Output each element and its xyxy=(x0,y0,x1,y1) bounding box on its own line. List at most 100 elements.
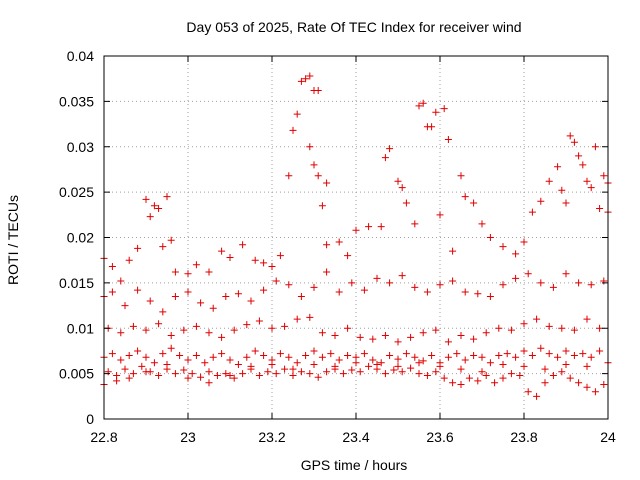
data-point xyxy=(276,252,284,260)
data-point xyxy=(260,351,268,359)
data-point xyxy=(478,220,486,228)
data-point xyxy=(470,199,478,207)
data-point xyxy=(570,138,578,146)
data-point xyxy=(356,368,364,376)
data-point xyxy=(575,279,583,287)
data-point xyxy=(465,374,473,382)
data-point xyxy=(129,370,137,378)
data-point xyxy=(327,350,335,358)
y-tick-label: 0.01 xyxy=(67,320,94,336)
data-point xyxy=(520,320,528,328)
data-point xyxy=(314,172,322,180)
data-point xyxy=(209,353,217,361)
data-point xyxy=(432,368,440,376)
data-point xyxy=(386,351,394,359)
data-point xyxy=(419,99,427,107)
data-point xyxy=(222,370,230,378)
data-point xyxy=(499,374,507,382)
data-point xyxy=(600,277,608,285)
y-tick-label: 0.015 xyxy=(59,275,94,291)
data-point xyxy=(545,322,553,330)
data-point xyxy=(260,286,268,294)
data-point xyxy=(365,362,373,370)
data-point xyxy=(323,241,331,249)
y-tick-label: 0.02 xyxy=(67,230,94,246)
data-point xyxy=(583,383,591,391)
data-point xyxy=(436,281,444,289)
y-tick-label: 0.03 xyxy=(67,139,94,155)
data-point xyxy=(121,365,129,373)
data-point xyxy=(486,359,494,367)
x-tick-label: 24 xyxy=(600,429,616,445)
data-point xyxy=(478,353,486,361)
data-point xyxy=(197,299,205,307)
data-point xyxy=(209,304,217,312)
data-point xyxy=(444,135,452,143)
data-point xyxy=(268,263,276,271)
data-point xyxy=(159,243,167,251)
data-point xyxy=(117,329,125,337)
data-point xyxy=(373,361,381,369)
data-point xyxy=(281,322,289,330)
data-point xyxy=(117,277,125,285)
data-point xyxy=(507,370,515,378)
data-point xyxy=(457,172,465,180)
data-point xyxy=(117,356,125,364)
data-point xyxy=(226,356,234,364)
data-point xyxy=(503,350,511,358)
data-point xyxy=(486,234,494,241)
data-point xyxy=(507,326,515,334)
data-point xyxy=(583,362,591,370)
data-point xyxy=(373,274,381,282)
data-point xyxy=(461,356,469,364)
data-point xyxy=(587,281,595,289)
data-point xyxy=(268,361,276,369)
data-point xyxy=(142,353,150,361)
data-point xyxy=(222,292,230,300)
data-points xyxy=(100,72,612,400)
data-point xyxy=(444,353,452,361)
data-point xyxy=(255,371,263,379)
data-point xyxy=(335,288,343,296)
data-point xyxy=(562,361,570,369)
data-point xyxy=(402,350,410,358)
data-point xyxy=(184,270,192,278)
data-point xyxy=(516,371,524,379)
data-point xyxy=(545,177,553,185)
data-point xyxy=(272,277,280,285)
data-point xyxy=(314,373,322,381)
data-point xyxy=(197,373,205,381)
data-point xyxy=(226,371,234,379)
y-axis-label: ROTI / TECUs xyxy=(5,195,21,285)
data-point xyxy=(457,381,465,389)
data-point xyxy=(108,288,116,296)
y-tick-label: 0.025 xyxy=(59,184,94,200)
data-point xyxy=(218,350,226,358)
data-point xyxy=(411,220,419,228)
data-point xyxy=(331,362,339,370)
data-point xyxy=(180,326,188,334)
data-point xyxy=(558,368,566,376)
data-point xyxy=(260,259,268,267)
data-point xyxy=(192,322,200,330)
data-point xyxy=(247,297,255,305)
data-point xyxy=(293,315,301,323)
x-tick-label: 23.8 xyxy=(510,429,537,445)
data-point xyxy=(318,202,326,210)
data-point xyxy=(323,368,331,376)
data-point xyxy=(142,326,150,334)
data-point xyxy=(251,256,259,264)
data-point xyxy=(146,297,154,305)
data-point xyxy=(226,253,234,261)
data-point xyxy=(104,368,112,376)
data-point xyxy=(600,172,608,180)
data-point xyxy=(381,370,389,378)
data-point xyxy=(285,172,293,180)
data-point xyxy=(306,313,314,321)
data-point xyxy=(587,184,595,192)
data-point xyxy=(537,344,545,352)
y-tick-label: 0.035 xyxy=(59,93,94,109)
x-tick-label: 23 xyxy=(180,429,196,445)
data-point xyxy=(125,256,133,264)
data-point xyxy=(125,351,133,359)
